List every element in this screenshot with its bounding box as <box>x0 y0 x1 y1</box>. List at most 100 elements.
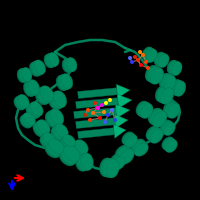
Polygon shape <box>74 108 116 118</box>
Polygon shape <box>116 84 130 98</box>
Ellipse shape <box>145 49 156 62</box>
Ellipse shape <box>39 86 53 103</box>
Ellipse shape <box>156 86 169 102</box>
Ellipse shape <box>66 58 76 72</box>
Ellipse shape <box>67 57 77 72</box>
Ellipse shape <box>56 75 68 91</box>
Ellipse shape <box>62 147 78 163</box>
Ellipse shape <box>45 54 55 68</box>
Ellipse shape <box>35 89 49 105</box>
Ellipse shape <box>150 68 164 84</box>
Circle shape <box>103 120 107 124</box>
Ellipse shape <box>36 120 49 135</box>
Ellipse shape <box>122 132 134 145</box>
Ellipse shape <box>43 132 56 145</box>
Ellipse shape <box>47 110 61 127</box>
Ellipse shape <box>146 126 159 140</box>
Ellipse shape <box>46 143 61 157</box>
Ellipse shape <box>112 155 124 169</box>
Ellipse shape <box>163 75 175 90</box>
Ellipse shape <box>162 74 174 90</box>
Circle shape <box>95 106 99 110</box>
Ellipse shape <box>33 60 45 75</box>
Ellipse shape <box>64 58 74 72</box>
Ellipse shape <box>115 145 130 160</box>
Ellipse shape <box>144 48 156 62</box>
Ellipse shape <box>60 74 72 89</box>
Ellipse shape <box>153 111 167 127</box>
Ellipse shape <box>148 128 162 142</box>
Ellipse shape <box>158 87 172 103</box>
Ellipse shape <box>171 61 181 75</box>
Ellipse shape <box>62 136 74 148</box>
Ellipse shape <box>26 105 39 119</box>
Polygon shape <box>117 94 132 108</box>
Ellipse shape <box>148 127 161 141</box>
Ellipse shape <box>114 157 125 170</box>
Ellipse shape <box>51 127 64 141</box>
Ellipse shape <box>170 61 180 75</box>
Circle shape <box>108 98 112 102</box>
Ellipse shape <box>64 145 80 161</box>
Ellipse shape <box>169 61 179 75</box>
Ellipse shape <box>149 129 162 143</box>
Ellipse shape <box>162 121 174 135</box>
Ellipse shape <box>29 102 42 117</box>
Circle shape <box>104 101 108 105</box>
Ellipse shape <box>28 103 41 118</box>
Ellipse shape <box>51 92 65 108</box>
Ellipse shape <box>48 110 62 126</box>
Ellipse shape <box>166 140 178 153</box>
Circle shape <box>113 118 117 122</box>
Ellipse shape <box>36 88 50 104</box>
Ellipse shape <box>168 60 178 74</box>
Ellipse shape <box>173 81 185 96</box>
Ellipse shape <box>76 154 89 171</box>
Circle shape <box>138 50 142 54</box>
Ellipse shape <box>72 142 85 156</box>
Ellipse shape <box>27 80 39 95</box>
Ellipse shape <box>33 123 46 137</box>
Circle shape <box>133 55 137 59</box>
Ellipse shape <box>54 124 67 138</box>
Ellipse shape <box>16 96 27 109</box>
Ellipse shape <box>79 153 91 171</box>
Ellipse shape <box>159 87 173 104</box>
Circle shape <box>102 110 106 114</box>
Ellipse shape <box>52 91 66 108</box>
Ellipse shape <box>44 54 54 68</box>
Polygon shape <box>115 104 130 118</box>
Ellipse shape <box>136 101 148 116</box>
Ellipse shape <box>171 80 183 95</box>
Circle shape <box>146 66 150 70</box>
Ellipse shape <box>164 101 176 116</box>
Circle shape <box>144 60 148 64</box>
Ellipse shape <box>167 103 179 118</box>
Ellipse shape <box>163 101 175 116</box>
Circle shape <box>110 108 114 112</box>
Circle shape <box>88 118 92 122</box>
Ellipse shape <box>134 142 148 155</box>
Ellipse shape <box>101 158 114 177</box>
Ellipse shape <box>118 148 133 163</box>
Ellipse shape <box>34 60 46 74</box>
Circle shape <box>93 101 97 105</box>
Ellipse shape <box>151 110 165 126</box>
Ellipse shape <box>16 95 28 109</box>
Ellipse shape <box>147 127 160 141</box>
Ellipse shape <box>152 111 166 127</box>
Ellipse shape <box>40 135 53 148</box>
Ellipse shape <box>17 95 28 108</box>
Ellipse shape <box>102 158 115 177</box>
Ellipse shape <box>21 114 33 127</box>
Ellipse shape <box>168 104 180 119</box>
Circle shape <box>141 53 145 57</box>
Ellipse shape <box>23 81 35 97</box>
Circle shape <box>91 111 95 115</box>
Ellipse shape <box>145 65 159 81</box>
Ellipse shape <box>73 142 86 156</box>
Ellipse shape <box>24 112 36 125</box>
Ellipse shape <box>110 154 121 167</box>
Ellipse shape <box>165 102 177 117</box>
Ellipse shape <box>103 158 117 178</box>
